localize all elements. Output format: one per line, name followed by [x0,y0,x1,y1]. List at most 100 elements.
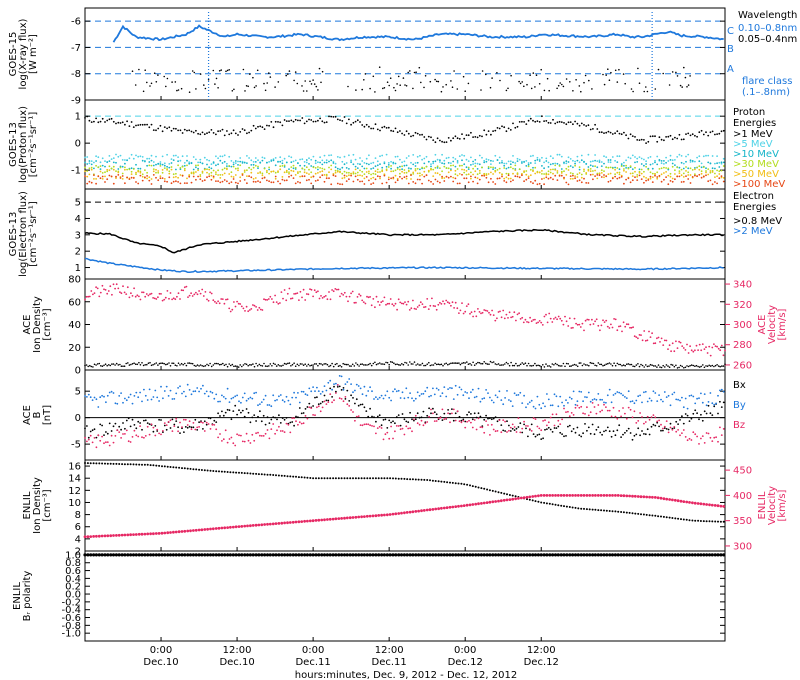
proton-series-2-point [376,164,379,167]
proton-series-0-point [155,129,157,132]
ace-b-series-1-point [194,390,197,393]
ace-b-series-1-point [614,392,617,395]
enlil-velocity-points-point [440,506,443,510]
ace-velocity-points-point [507,317,509,319]
enlil-velocity-y-tick-label: 300 [733,541,752,552]
xray-long-line [112,24,724,43]
ace-velocity-points-point [480,312,482,315]
ace-b-series-2-point [547,421,550,424]
polarity-y-tick-label: -1.0 [61,629,81,640]
ace-b-series-0-point [293,424,295,427]
ace-b-series-0-point [95,436,98,439]
ace-velocity-points-point [698,343,701,346]
ace-b-series-0-point [646,428,649,431]
ace-velocity-points-point [201,288,204,291]
xray-short-points-point [220,69,222,71]
ace-velocity-points-point [610,323,612,326]
ace-b-series-1-point [338,375,341,377]
polarity-points-point [237,553,241,557]
ace-density-points-point [317,364,319,367]
proton-series-3-point [534,166,537,169]
polarity-points-point [399,553,404,557]
xray-short-points-point [294,71,297,73]
xray-short-points-point [420,81,422,84]
ace-velocity-points-point [440,303,443,305]
electron-series-1 [85,257,724,274]
enlil-density-points-point [326,477,329,480]
xray-short-points-point [166,77,169,80]
ace-b-series-2-point [715,436,717,439]
enlil-density-points-point [688,519,691,522]
ace-b-series-1-point [707,401,710,403]
ace-b-series-0-point [373,416,375,419]
ace-b-series-2-point [504,420,506,423]
ace-velocity-points-point [578,323,581,326]
ace-b-series-1-point [720,388,723,391]
proton-series-2-point [434,160,437,163]
proton-series-0-point [97,121,100,124]
polarity-points-point [539,553,543,557]
ace-velocity-points-point [708,345,711,348]
polarity-points-point [508,553,512,557]
proton-series-1-point [505,162,508,165]
proton-series-3-point [177,164,180,167]
enlil-density-points-point [574,506,577,509]
proton-series-0-point [583,124,585,126]
ace-density-points-point [318,362,321,365]
ace-b-series-0-point [432,407,434,410]
proton-series-2-point [549,163,552,166]
proton-series-0-point [363,125,366,128]
proton-series-0-point [720,130,723,133]
polarity-points-point [354,553,358,557]
ace-density-points-point [572,364,574,367]
proton-series-2-point [680,161,683,164]
proton-series-5-point [421,182,423,185]
enlil-density-points-point [215,470,218,473]
proton-series-1-point [716,155,718,158]
ace-density-points-point [415,364,417,366]
proton-series-3-point [370,173,372,176]
ace-b-series-2-point [382,438,385,441]
ace-b-series-2-point [422,424,425,427]
proton-series-2-point [576,159,579,162]
ace-velocity-points-point [299,290,302,293]
proton-series-3-point [146,171,149,174]
proton-series-0-point [385,127,388,129]
proton-series-5-point [221,180,224,183]
proton-series-4-point [374,170,377,173]
ace-b-series-1-point [547,398,550,401]
proton-series-0-point [554,122,557,125]
ace-density-points-point [622,364,625,366]
enlil-velocity-points-point [488,500,492,504]
ace-b-series-1-point [135,391,138,394]
proton-series-3-point [343,170,346,173]
xray-class-label: B [727,44,734,55]
ace-density-points-point [404,361,406,364]
proton-series-2-point [394,162,397,165]
ace-b-series-1-point [141,400,143,403]
ace-density-points-point [177,362,180,365]
proton-series-4-point [614,168,616,171]
proton-series-2-point [161,163,164,166]
ace-b-series-0-point [555,427,558,429]
ace-b-series-1-point [317,390,320,392]
ace-b-series-1-point [565,399,567,401]
enlil-velocity-points-point [223,526,227,530]
ace-b-series-2-point [515,431,518,433]
proton-series-2-point [259,161,262,164]
enlil-density-points-point [508,494,511,496]
proton-series-2-point [106,161,109,163]
ace-b-series-0-point [221,410,223,413]
enlil-density-points-point [483,487,486,490]
ace-velocity-points-point [489,313,492,316]
ace-density-points-point [423,364,425,367]
proton-series-4-point [159,175,162,178]
proton-series-5-point [461,173,463,176]
proton-series-5-point [270,181,273,184]
proton-series-0-point [223,134,226,137]
ace-velocity-points-point [410,307,413,310]
enlil-velocity-points-point [300,520,304,523]
proton-series-4-point [450,169,452,172]
ace-velocity-points-point [462,312,465,315]
proton-series-1-point [545,157,548,160]
